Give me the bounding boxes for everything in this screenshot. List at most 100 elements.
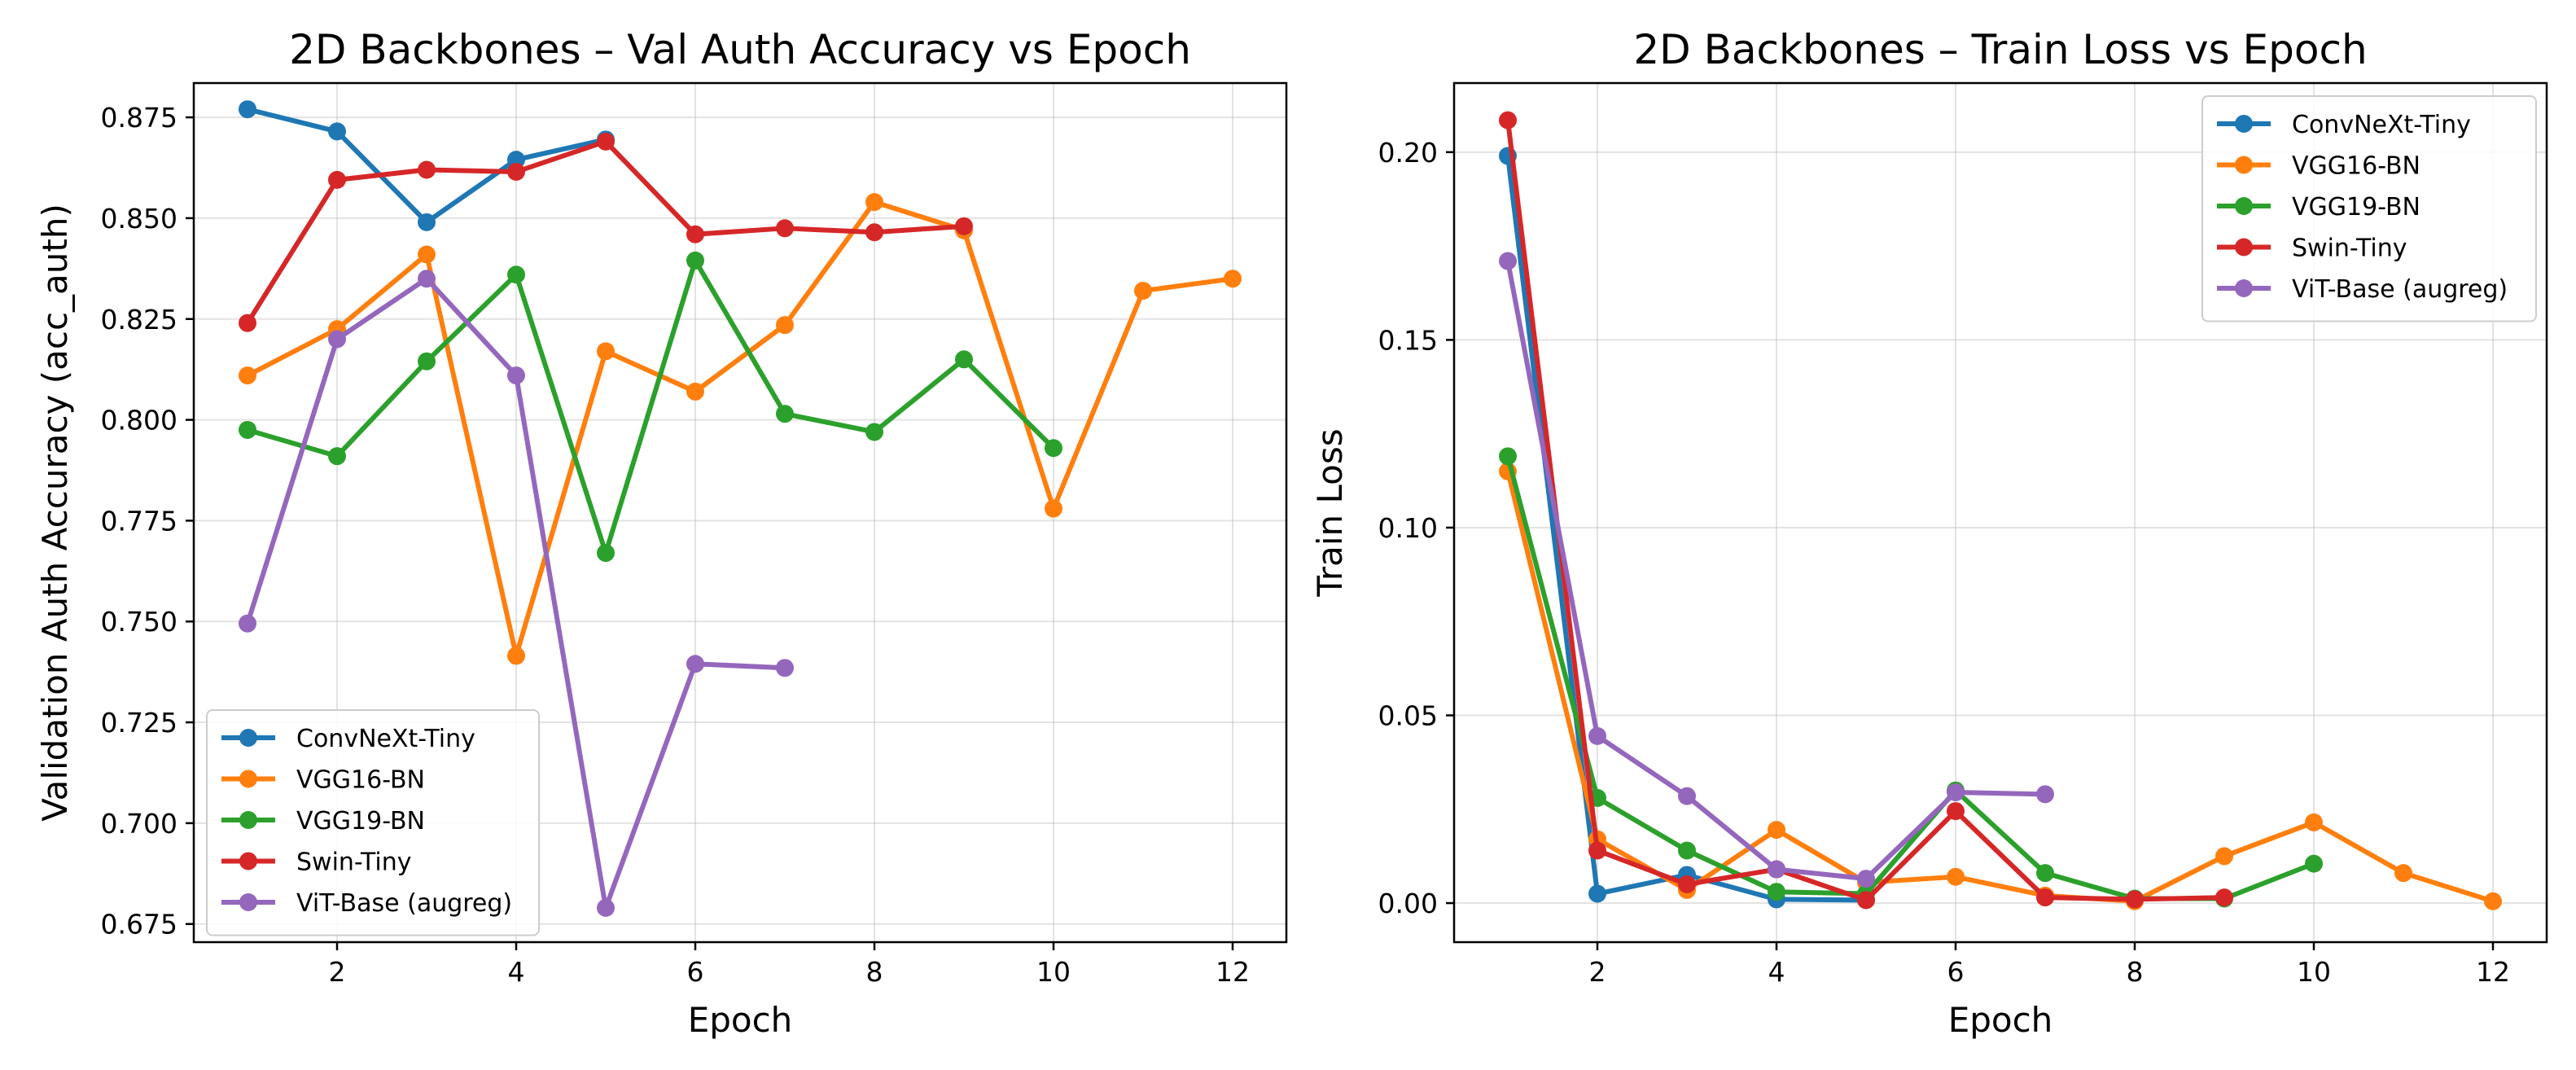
data-point — [1857, 891, 1875, 910]
data-point — [328, 122, 346, 141]
x-tick-label: 12 — [1216, 956, 1250, 988]
x-tick-label: 6 — [1947, 956, 1965, 988]
x-axis-label: Epoch — [688, 1000, 793, 1040]
legend: ConvNeXt-Tiny VGG16-BN VGG19-BN Swin-Tiny Vi… — [2201, 95, 2537, 322]
data-point — [1045, 499, 1062, 518]
chart-title: 2D Backbones – Val Auth Accuracy vs Epoc… — [289, 26, 1191, 73]
data-point — [955, 350, 973, 369]
data-point — [597, 132, 615, 151]
y-axis-label: Validation Auth Accuracy (acc_auth) — [35, 204, 75, 822]
legend-swatch-marker — [2235, 156, 2253, 174]
y-tick-label: 0.700 — [101, 808, 177, 840]
accuracy-chart: 2 4 6 8 10 12 0.675 0.700 0.725 0.750 0.775 0.800 0.… — [35, 26, 1288, 1040]
data-point — [776, 316, 794, 335]
legend-label: ViT-Base (augreg) — [296, 889, 512, 918]
data-point — [2394, 864, 2412, 883]
data-point — [2126, 890, 2144, 909]
y-tick-label: 0.800 — [101, 405, 177, 436]
data-point — [1768, 860, 1785, 879]
data-point — [1857, 870, 1875, 888]
data-point — [239, 420, 256, 439]
legend-swatch-marker — [2235, 197, 2253, 215]
data-point — [597, 898, 615, 917]
plot-frame — [192, 81, 1288, 944]
data-point — [1678, 841, 1696, 860]
y-tick-label: 0.05 — [1378, 699, 1438, 731]
x-tick-label: 2 — [1589, 956, 1606, 988]
data-point — [1678, 787, 1696, 805]
data-point — [686, 225, 704, 243]
x-tick-label: 6 — [687, 956, 704, 988]
data-point — [507, 265, 525, 284]
y-axis-label: Train Loss — [1310, 428, 1350, 597]
legend-swatch-marker — [239, 811, 257, 829]
x-tick-label: 4 — [1768, 956, 1785, 988]
legend-label: VGG19-BN — [2292, 193, 2420, 221]
data-point — [2484, 892, 2502, 910]
legend-label: ConvNeXt-Tiny — [2292, 111, 2471, 139]
data-point — [686, 251, 704, 270]
legend-box — [206, 709, 540, 936]
x-tick-label: 8 — [2127, 956, 2144, 988]
data-point — [1588, 841, 1606, 860]
data-point — [239, 614, 256, 633]
data-point — [2215, 888, 2233, 907]
legend-label: Swin-Tiny — [2292, 235, 2407, 263]
legend-swatch-marker — [2235, 115, 2253, 133]
data-point — [776, 405, 794, 423]
y-tick-label: 0.825 — [101, 304, 177, 335]
legend-label: VGG19-BN — [296, 807, 425, 835]
data-point — [418, 160, 436, 179]
data-point — [239, 314, 256, 332]
data-point — [597, 342, 615, 361]
legend-swatch-marker — [239, 893, 257, 911]
y-tick-label: 0.850 — [101, 203, 177, 235]
data-point — [418, 270, 436, 288]
legend-swatch-marker — [239, 770, 257, 788]
legend-swatch-marker — [239, 852, 257, 870]
data-point — [1588, 726, 1606, 745]
legend-swatch-marker — [2235, 279, 2253, 297]
x-tick-label: 10 — [1036, 956, 1071, 988]
x-tick-label: 2 — [329, 956, 346, 988]
data-point — [2215, 847, 2233, 866]
series-line-2 — [245, 257, 1056, 556]
data-point — [2036, 888, 2054, 907]
data-point — [1678, 875, 1696, 893]
data-point — [865, 223, 883, 242]
data-point — [1768, 821, 1785, 840]
y-tick-label: 0.725 — [101, 707, 177, 739]
series-line-3 — [245, 138, 966, 326]
data-point — [507, 162, 525, 181]
data-point — [1045, 439, 1062, 458]
data-point — [507, 366, 525, 385]
legend-box — [2201, 95, 2537, 322]
data-point — [1947, 802, 1965, 821]
data-point — [1499, 252, 1517, 270]
plot-frame — [1452, 81, 2548, 944]
legend-swatch-marker — [239, 729, 257, 747]
y-tick-label: 0.675 — [101, 909, 177, 941]
x-tick-label: 12 — [2476, 956, 2510, 988]
loss-chart: 2 4 6 8 10 12 0.00 0.05 0.10 0.15 0.20 2D Backbones… — [1310, 26, 2548, 1040]
data-point — [2305, 813, 2323, 831]
data-point — [2305, 854, 2323, 873]
series-line-1 — [245, 200, 1235, 659]
legend-label: Swin-Tiny — [296, 849, 412, 877]
y-tick-label: 0.20 — [1378, 137, 1438, 169]
data-point — [418, 352, 436, 371]
data-point — [1499, 447, 1517, 466]
x-tick-label: 8 — [866, 956, 883, 988]
data-point — [418, 213, 436, 231]
legend-label: ViT-Base (augreg) — [2292, 275, 2508, 304]
chart-title: 2D Backbones – Train Loss vs Epoch — [1633, 26, 2367, 73]
y-tick-label: 0.15 — [1378, 324, 1438, 356]
data-point — [2036, 785, 2054, 804]
data-point — [328, 170, 346, 189]
data-point — [686, 655, 704, 673]
x-tick-label: 10 — [2297, 956, 2331, 988]
data-point — [418, 245, 436, 264]
data-point — [776, 659, 794, 678]
